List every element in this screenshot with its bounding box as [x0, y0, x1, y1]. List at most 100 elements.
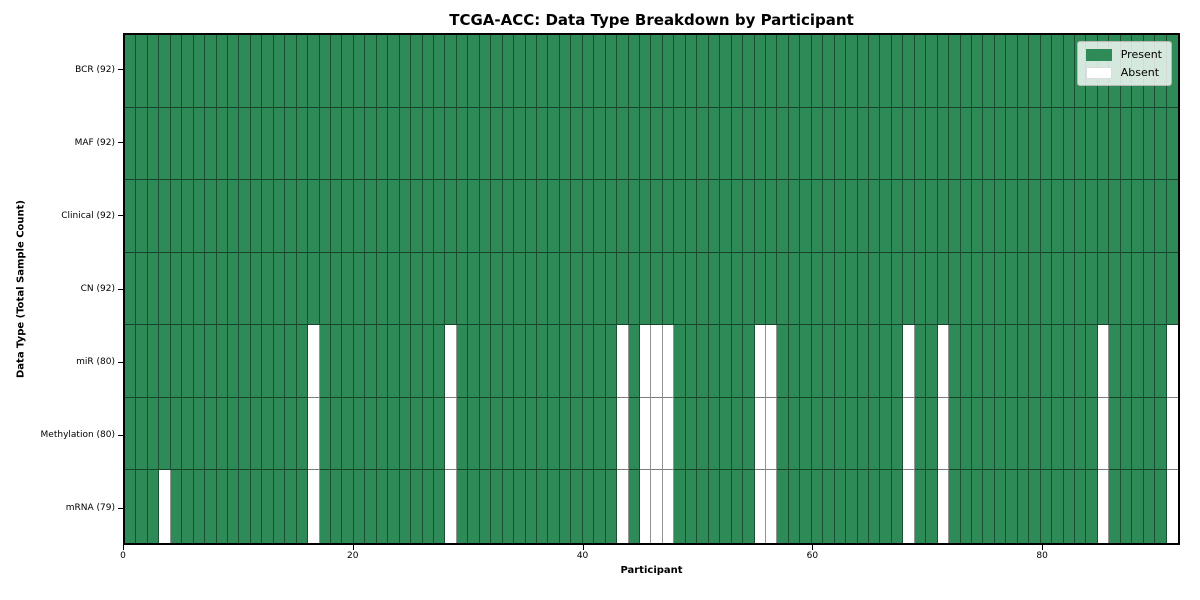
heatmap-cell — [342, 180, 354, 253]
heatmap-cell — [1006, 325, 1018, 398]
heatmap-cell — [823, 107, 835, 181]
heatmap-cell — [811, 325, 824, 398]
heatmap-cell — [193, 470, 206, 543]
heatmap-cell — [228, 325, 240, 398]
legend-label: Present — [1120, 48, 1162, 61]
heatmap-cell — [250, 252, 263, 326]
heatmap-cell — [960, 397, 972, 471]
heatmap-cell — [846, 470, 858, 543]
heatmap-cell — [1074, 180, 1087, 253]
heatmap-cell — [1086, 252, 1098, 326]
x-tick-label: 0 — [120, 551, 126, 561]
heatmap-cell — [846, 325, 858, 398]
heatmap-cell — [868, 252, 881, 326]
heatmap-cell — [365, 107, 377, 181]
heatmap-cell — [1166, 397, 1178, 471]
heatmap-cell — [182, 252, 194, 326]
heatmap-cell — [720, 325, 732, 398]
heatmap-cell — [903, 397, 915, 471]
heatmap-cell — [1132, 470, 1144, 543]
heatmap-cell — [891, 325, 904, 398]
heatmap-cell — [617, 470, 629, 543]
heatmap-cell — [777, 180, 789, 253]
heatmap-cell — [491, 470, 503, 543]
heatmap-cell — [456, 107, 469, 181]
heatmap-cell — [159, 325, 171, 398]
heatmap-cell — [559, 107, 572, 181]
heatmap-cell — [273, 35, 286, 108]
heatmap-cell — [216, 107, 228, 181]
heatmap-cell — [1052, 325, 1064, 398]
heatmap-cell — [125, 35, 137, 108]
heatmap-cell — [273, 397, 286, 471]
heatmap-cell — [823, 180, 835, 253]
heatmap-cell — [434, 470, 446, 543]
heatmap-cell — [250, 470, 263, 543]
heatmap-cell — [1120, 180, 1133, 253]
legend-item: Present — [1085, 48, 1162, 61]
heatmap-cell — [1155, 325, 1167, 398]
heatmap-cell — [491, 252, 503, 326]
heatmap-cell — [605, 470, 618, 543]
heatmap-cell — [640, 470, 652, 543]
heatmap-cell — [491, 397, 503, 471]
heatmap-cell — [331, 470, 343, 543]
heatmap-cell — [914, 252, 927, 326]
heatmap-cell — [319, 252, 332, 326]
heatmap-cell — [365, 180, 377, 253]
heatmap-cell — [1155, 397, 1167, 471]
heatmap-cell — [250, 325, 263, 398]
heatmap-cell — [1040, 325, 1053, 398]
heatmap-cell — [136, 325, 148, 398]
heatmap-cell — [949, 107, 961, 181]
heatmap-cell — [880, 325, 892, 398]
heatmap-cell — [1074, 470, 1087, 543]
heatmap-cell — [1040, 180, 1053, 253]
heatmap-cell — [1063, 35, 1075, 108]
heatmap-cell — [422, 325, 435, 398]
heatmap-cell — [857, 180, 869, 253]
heatmap-cell — [1006, 470, 1018, 543]
heatmap-cell — [342, 252, 354, 326]
heatmap-cell — [262, 180, 274, 253]
heatmap-cell — [800, 107, 812, 181]
heatmap-cell — [388, 397, 400, 471]
heatmap-cell — [1155, 470, 1167, 543]
heatmap-cell — [1017, 470, 1030, 543]
heatmap-cell — [273, 252, 286, 326]
heatmap-cell — [1086, 325, 1098, 398]
heatmap-cell — [262, 470, 274, 543]
y-tick-label: miR (80) — [76, 357, 115, 368]
heatmap-cell — [445, 470, 457, 543]
heatmap-cell — [1120, 325, 1133, 398]
heatmap-cell — [182, 397, 194, 471]
heatmap-cell — [582, 470, 595, 543]
heatmap-cell — [285, 325, 297, 398]
heatmap-cell — [1132, 180, 1144, 253]
heatmap-cell — [685, 397, 698, 471]
heatmap-cell — [617, 107, 629, 181]
heatmap-cell — [811, 180, 824, 253]
heatmap-cell — [800, 397, 812, 471]
heatmap-cell — [365, 35, 377, 108]
heatmap-cell — [628, 397, 641, 471]
heatmap-cell — [147, 470, 160, 543]
heatmap-cell — [388, 35, 400, 108]
heatmap-cell — [388, 325, 400, 398]
heatmap-cell — [445, 252, 457, 326]
heatmap-cell — [559, 180, 572, 253]
heatmap-cell — [685, 470, 698, 543]
heatmap-cell — [949, 470, 961, 543]
heatmap-cell — [548, 180, 560, 253]
heatmap-cell — [434, 35, 446, 108]
heatmap-cell — [250, 107, 263, 181]
heatmap-cell — [720, 252, 732, 326]
heatmap-cell — [857, 107, 869, 181]
heatmap-cell — [582, 107, 595, 181]
heatmap-cell — [468, 252, 480, 326]
heatmap-cell — [903, 180, 915, 253]
heatmap-cell — [262, 397, 274, 471]
heatmap-cell — [537, 397, 549, 471]
heatmap-cell — [743, 252, 755, 326]
heatmap-cell — [1166, 180, 1178, 253]
